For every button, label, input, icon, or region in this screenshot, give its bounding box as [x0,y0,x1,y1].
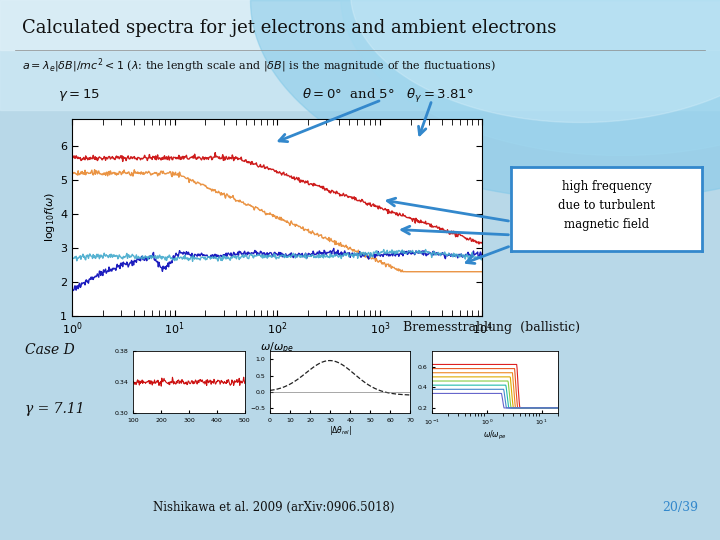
Bar [0,0,720,110]
Bar [0,0,720,50]
Text: Nishikawa et al. 2009 (arXiv:0906.5018): Nishikawa et al. 2009 (arXiv:0906.5018) [153,501,395,514]
Text: $\gamma = 15$: $\gamma = 15$ [58,87,99,104]
Text: Bremesstrahlung  (ballistic): Bremesstrahlung (ballistic) [403,321,580,334]
Text: high frequency
due to turbulent
magnetic field: high frequency due to turbulent magnetic… [558,180,655,231]
Y-axis label: $\mathrm{log}_{10}f(\omega)$: $\mathrm{log}_{10}f(\omega)$ [43,192,57,242]
Text: $a = \lambda_e|\delta B|/mc^2 < 1$ ($\lambda$: the length scale and $|\delta B|$: $a = \lambda_e|\delta B|/mc^2 < 1$ ($\la… [22,57,495,75]
X-axis label: $\omega/\omega_{pe}$: $\omega/\omega_{pe}$ [261,340,294,356]
X-axis label: $|\Delta\theta_{rel}|$: $|\Delta\theta_{rel}|$ [328,424,352,437]
Text: $\theta = 0°$  and $5°$   $\theta_\gamma = 3.81°$: $\theta = 0°$ and $5°$ $\theta_\gamma = … [302,87,474,105]
Text: Case D: Case D [25,343,75,357]
X-axis label: $\omega/\omega_{pe}$: $\omega/\omega_{pe}$ [483,429,507,442]
Text: 20/39: 20/39 [662,501,698,514]
Text: Calculated spectra for jet electrons and ambient electrons: Calculated spectra for jet electrons and… [22,19,556,37]
Text: γ = 7.11: γ = 7.11 [25,402,85,416]
